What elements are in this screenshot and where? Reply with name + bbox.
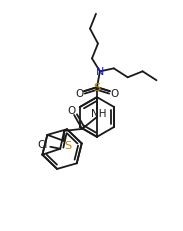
Text: N: N (96, 67, 104, 77)
Text: Cl: Cl (37, 139, 48, 149)
Text: S: S (93, 83, 100, 93)
Text: S: S (64, 140, 71, 150)
Text: O: O (75, 89, 83, 99)
Text: NH: NH (91, 109, 107, 119)
Text: O: O (67, 106, 75, 116)
Text: O: O (111, 89, 119, 99)
